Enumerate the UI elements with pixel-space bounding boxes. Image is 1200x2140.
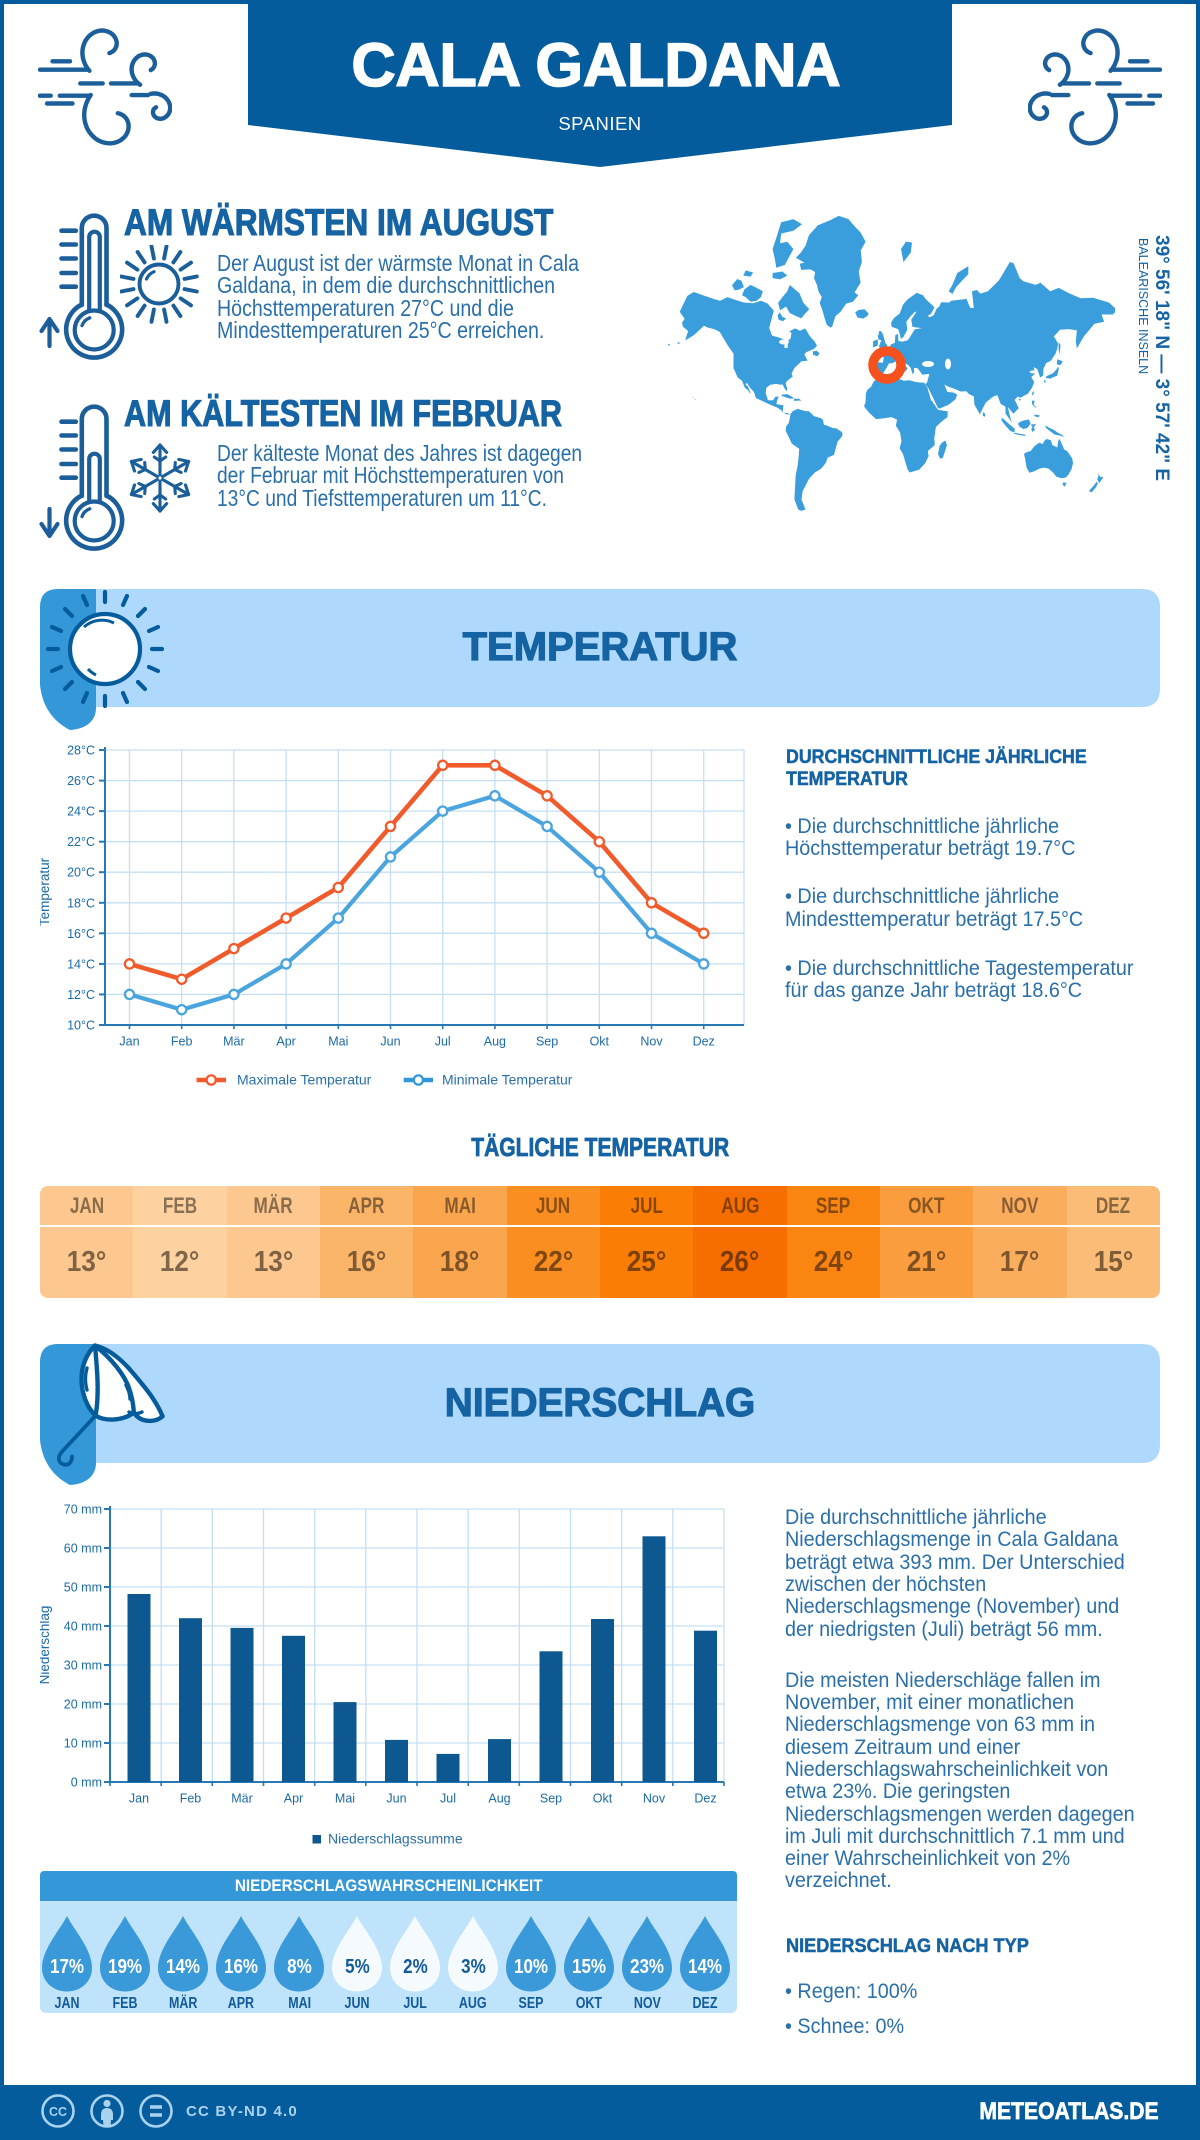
svg-text:Mär: Mär — [223, 1035, 245, 1049]
svg-text:26°C: 26°C — [67, 774, 95, 788]
svg-text:Feb: Feb — [171, 1035, 193, 1049]
svg-text:10°C: 10°C — [67, 1019, 95, 1033]
svg-text:Jun: Jun — [386, 1792, 406, 1806]
svg-text:20 mm: 20 mm — [64, 1698, 102, 1712]
svg-text:24°C: 24°C — [67, 805, 95, 819]
svg-text:Minimale Temperatur: Minimale Temperatur — [442, 1072, 573, 1088]
svg-text:10 mm: 10 mm — [64, 1737, 102, 1751]
svg-text:12°C: 12°C — [67, 988, 95, 1002]
svg-text:28°C: 28°C — [67, 744, 95, 758]
svg-text:Aug: Aug — [484, 1035, 506, 1049]
svg-text:Dez: Dez — [694, 1792, 716, 1806]
svg-text:14°C: 14°C — [67, 957, 95, 971]
svg-text:Aug: Aug — [488, 1792, 510, 1806]
svg-text:40 mm: 40 mm — [64, 1620, 102, 1634]
svg-text:Dez: Dez — [693, 1035, 715, 1049]
svg-text:Niederschlag: Niederschlag — [40, 1606, 52, 1685]
svg-text:Temperatur: Temperatur — [40, 857, 52, 926]
svg-text:Apr: Apr — [284, 1792, 303, 1806]
svg-text:Apr: Apr — [276, 1035, 295, 1049]
svg-text:Mär: Mär — [231, 1792, 253, 1806]
svg-text:Mai: Mai — [328, 1035, 348, 1049]
svg-text:60 mm: 60 mm — [64, 1542, 102, 1556]
svg-text:16°C: 16°C — [67, 927, 95, 941]
svg-text:Okt: Okt — [590, 1035, 610, 1049]
svg-text:Jun: Jun — [380, 1035, 400, 1049]
svg-text:Jul: Jul — [435, 1035, 451, 1049]
svg-text:Nov: Nov — [640, 1035, 663, 1049]
svg-text:0 mm: 0 mm — [71, 1776, 102, 1790]
svg-text:Jul: Jul — [440, 1792, 456, 1806]
svg-text:Nov: Nov — [643, 1792, 666, 1806]
svg-text:70 mm: 70 mm — [64, 1503, 102, 1517]
svg-text:Mai: Mai — [335, 1792, 355, 1806]
svg-text:30 mm: 30 mm — [64, 1659, 102, 1673]
svg-text:Jan: Jan — [119, 1035, 139, 1049]
svg-text:Maximale Temperatur: Maximale Temperatur — [237, 1072, 372, 1088]
svg-text:20°C: 20°C — [67, 866, 95, 880]
svg-text:CC: CC — [49, 2105, 67, 2119]
svg-text:18°C: 18°C — [67, 896, 95, 910]
svg-text:Feb: Feb — [180, 1792, 202, 1806]
svg-text:Jan: Jan — [129, 1792, 149, 1806]
svg-text:22°C: 22°C — [67, 835, 95, 849]
svg-text:Niederschlagssumme: Niederschlagssumme — [328, 1830, 463, 1846]
svg-text:Sep: Sep — [536, 1035, 558, 1049]
svg-text:Okt: Okt — [593, 1792, 613, 1806]
svg-text:Sep: Sep — [540, 1792, 562, 1806]
svg-text:50 mm: 50 mm — [64, 1581, 102, 1595]
